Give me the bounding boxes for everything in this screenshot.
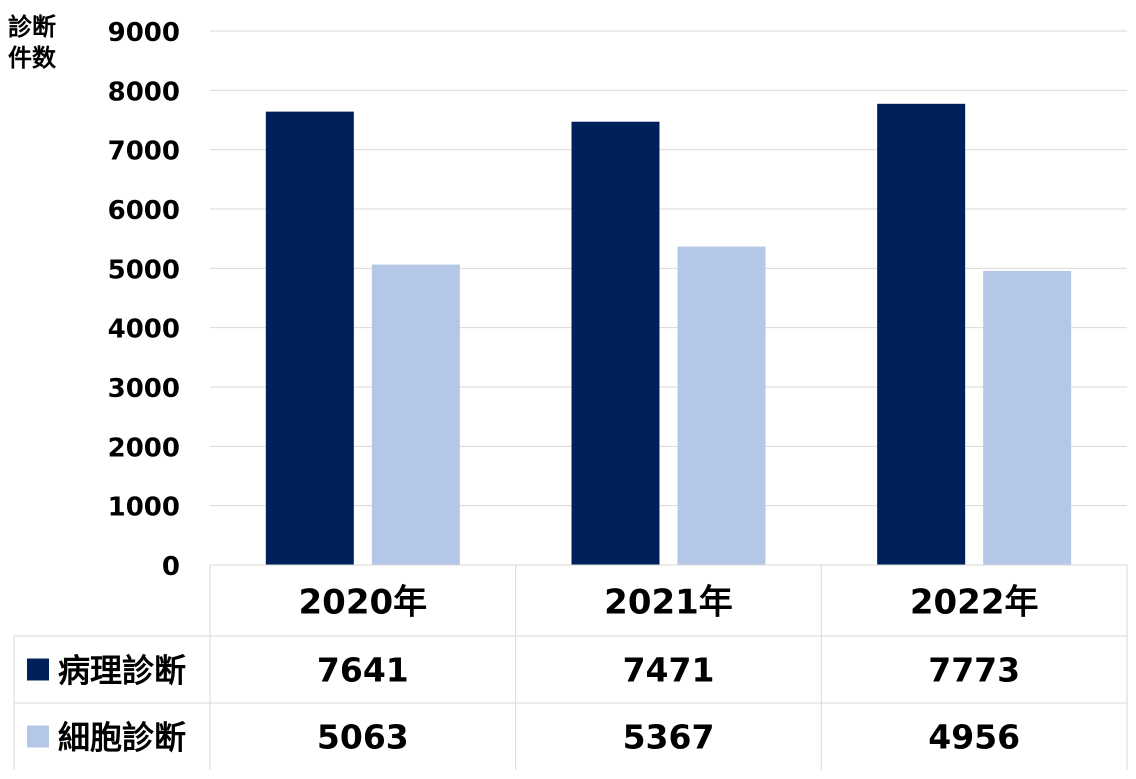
y-tick-label: 3000 bbox=[108, 374, 180, 404]
y-tick-label: 0 bbox=[162, 552, 180, 582]
bar-pathology bbox=[877, 103, 966, 565]
y-axis-label: 診断 件数 bbox=[8, 13, 56, 72]
legend-label: 病理診断 bbox=[58, 652, 186, 690]
x-category-label: 2022年 bbox=[910, 583, 1039, 623]
data-table-value: 5063 bbox=[317, 718, 409, 757]
y-tick-label: 2000 bbox=[108, 433, 180, 463]
bar-cytology bbox=[371, 264, 460, 565]
x-category-label: 2021年 bbox=[604, 583, 733, 623]
y-tick-label: 8000 bbox=[108, 77, 180, 107]
data-table-value: 7641 bbox=[317, 651, 409, 690]
y-tick-label: 6000 bbox=[108, 196, 180, 226]
bar-pathology bbox=[571, 121, 660, 565]
y-tick-label: 4000 bbox=[108, 315, 180, 345]
legend-key bbox=[27, 725, 49, 748]
legend-label: 細胞診断 bbox=[58, 719, 186, 757]
legend-key bbox=[27, 658, 49, 681]
data-table-value: 7471 bbox=[623, 651, 715, 690]
data-table-value: 5367 bbox=[623, 718, 715, 757]
data-table-value: 7773 bbox=[928, 651, 1020, 690]
bar-pathology bbox=[265, 111, 354, 565]
y-tick-label: 1000 bbox=[108, 493, 180, 523]
y-tick-label: 5000 bbox=[108, 255, 180, 285]
bar-cytology bbox=[983, 270, 1072, 565]
y-tick-label: 9000 bbox=[108, 18, 180, 48]
x-category-label: 2020年 bbox=[299, 583, 428, 623]
data-table-value: 4956 bbox=[928, 718, 1020, 757]
y-tick-label: 7000 bbox=[108, 137, 180, 167]
bar-cytology bbox=[677, 246, 766, 566]
